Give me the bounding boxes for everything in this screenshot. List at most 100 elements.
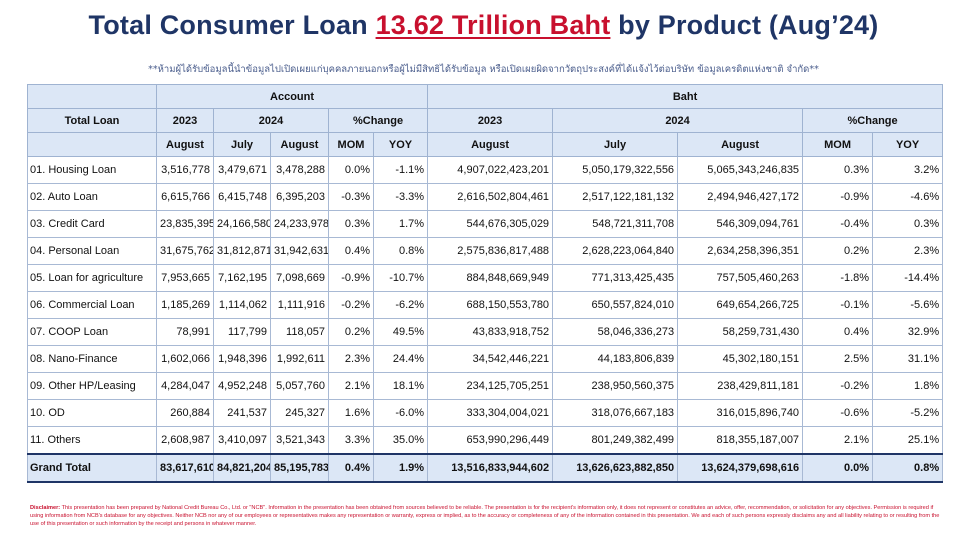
cell-acc-aug24: 7,098,669 <box>270 264 329 292</box>
cell-baht-yoy: -5.2% <box>872 399 944 427</box>
cell-baht-aug23: 13,516,833,944,602 <box>427 453 554 483</box>
table-row: 10. OD 260,884 241,537 245,327 1.6% -6.0% 333,… <box>27 399 944 427</box>
cell-baht-aug24: 757,505,460,263 <box>677 264 804 292</box>
cell-acc-yoy: 24.4% <box>372 345 429 373</box>
cell-acc-mom: 2.1% <box>328 372 374 400</box>
cell-acc-jul24: 7,162,195 <box>213 264 271 292</box>
cell-acc-jul24: 31,812,871 <box>213 237 271 265</box>
cell-name: 01. Housing Loan <box>27 156 157 184</box>
cell-acc-yoy: 49.5% <box>372 318 429 346</box>
cell-baht-jul24: 318,076,667,183 <box>552 399 679 427</box>
cell-baht-yoy: 2.3% <box>872 237 944 265</box>
cell-baht-mom: 0.3% <box>802 156 874 184</box>
cell-baht-aug23: 34,542,446,221 <box>427 345 554 373</box>
cell-baht-aug23: 2,616,502,804,461 <box>427 183 554 211</box>
cell-name: 09. Other HP/Leasing <box>27 372 157 400</box>
cell-baht-mom: -0.2% <box>802 372 874 400</box>
cell-baht-yoy: 32.9% <box>872 318 944 346</box>
header-acc-jul24: July <box>213 132 271 157</box>
header-row-years: Total Loan 2023 2024 %Change 2023 2024 %… <box>27 108 944 133</box>
title-suffix: by Product (Aug’24) <box>610 10 879 40</box>
header-baht-2023: 2023 <box>427 108 554 133</box>
cell-baht-yoy: -5.6% <box>872 291 944 319</box>
cell-baht-aug24: 45,302,180,151 <box>677 345 804 373</box>
cell-acc-jul24: 84,821,204 <box>213 453 271 483</box>
cell-baht-jul24: 548,721,311,708 <box>552 210 679 238</box>
cell-name: Grand Total <box>27 453 157 483</box>
table-row: 04. Personal Loan 31,675,762 31,812,871 31,… <box>27 237 944 265</box>
cell-baht-jul24: 2,628,223,064,840 <box>552 237 679 265</box>
cell-acc-aug24: 85,195,783 <box>270 453 329 483</box>
header-account-2024: 2024 <box>213 108 329 133</box>
cell-acc-aug24: 118,057 <box>270 318 329 346</box>
cell-baht-jul24: 58,046,336,273 <box>552 318 679 346</box>
cell-baht-aug24: 238,429,811,181 <box>677 372 804 400</box>
cell-baht-aug23: 2,575,836,817,488 <box>427 237 554 265</box>
cell-baht-aug23: 234,125,705,251 <box>427 372 554 400</box>
header-acc-yoy: YOY <box>372 132 429 157</box>
table-body: 01. Housing Loan 3,516,778 3,479,671 3,478,… <box>27 156 944 483</box>
cell-acc-mom: -0.9% <box>328 264 374 292</box>
cell-acc-aug24: 1,111,916 <box>270 291 329 319</box>
cell-baht-aug23: 688,150,553,780 <box>427 291 554 319</box>
cell-acc-jul24: 1,948,396 <box>213 345 271 373</box>
table-row: 03. Credit Card 23,835,395 24,166,580 24,23… <box>27 210 944 238</box>
table-row: 11. Others 2,608,987 3,410,097 3,521,343 3.3… <box>27 426 944 455</box>
cell-acc-aug24: 1,992,611 <box>270 345 329 373</box>
cell-acc-aug24: 245,327 <box>270 399 329 427</box>
cell-baht-jul24: 650,557,824,010 <box>552 291 679 319</box>
title-prefix: Total Consumer Loan <box>88 10 376 40</box>
cell-acc-jul24: 24,166,580 <box>213 210 271 238</box>
cell-acc-yoy: -6.2% <box>372 291 429 319</box>
cell-acc-aug24: 6,395,203 <box>270 183 329 211</box>
table-row: 08. Nano-Finance 1,602,066 1,948,396 1,992,… <box>27 345 944 373</box>
cell-baht-mom: 2.1% <box>802 426 874 455</box>
cell-acc-yoy: 0.8% <box>372 237 429 265</box>
cell-baht-aug24: 818,355,187,007 <box>677 426 804 455</box>
cell-baht-yoy: -4.6% <box>872 183 944 211</box>
cell-baht-jul24: 771,313,425,435 <box>552 264 679 292</box>
table-row: 06. Commercial Loan 1,185,269 1,114,062 1,1… <box>27 291 944 319</box>
header-row-groups: Account Baht <box>27 84 944 109</box>
cell-baht-mom: -0.9% <box>802 183 874 211</box>
cell-acc-yoy: -6.0% <box>372 399 429 427</box>
cell-acc-yoy: -10.7% <box>372 264 429 292</box>
header-acc-aug24: August <box>270 132 329 157</box>
table-row: 05. Loan for agriculture 7,953,665 7,162,1… <box>27 264 944 292</box>
cell-baht-mom: 0.2% <box>802 237 874 265</box>
cell-name: 06. Commercial Loan <box>27 291 157 319</box>
cell-baht-jul24: 238,950,560,375 <box>552 372 679 400</box>
cell-acc-aug23: 78,991 <box>156 318 214 346</box>
table-row: 02. Auto Loan 6,615,766 6,415,748 6,395,203… <box>27 183 944 211</box>
confidentiality-note: **ห้ามผู้ได้รับข้อมูลนี้นำข้อมูลไปเปิดเผ… <box>148 64 819 75</box>
cell-acc-aug23: 2,608,987 <box>156 426 214 455</box>
consumer-loan-table: Account Baht Total Loan 2023 2024 %Chang… <box>27 84 944 483</box>
header-row-months: August July August MOM YOY August July A… <box>27 132 944 157</box>
cell-baht-jul24: 2,517,122,181,132 <box>552 183 679 211</box>
cell-acc-yoy: -1.1% <box>372 156 429 184</box>
table-row: 09. Other HP/Leasing 4,284,047 4,952,248 5,… <box>27 372 944 400</box>
cell-acc-jul24: 4,952,248 <box>213 372 271 400</box>
cell-baht-mom: -0.6% <box>802 399 874 427</box>
disclaimer-text: This presentation has been prepared by N… <box>30 505 940 528</box>
cell-baht-aug23: 43,833,918,752 <box>427 318 554 346</box>
cell-acc-aug24: 5,057,760 <box>270 372 329 400</box>
cell-acc-mom: 0.2% <box>328 318 374 346</box>
cell-baht-aug23: 884,848,669,949 <box>427 264 554 292</box>
cell-acc-mom: -0.3% <box>328 183 374 211</box>
cell-baht-yoy: -14.4% <box>872 264 944 292</box>
cell-name: 02. Auto Loan <box>27 183 157 211</box>
cell-baht-jul24: 13,626,623,882,850 <box>552 453 679 483</box>
cell-acc-mom: 0.4% <box>328 453 374 483</box>
header-baht-2024: 2024 <box>552 108 804 133</box>
cell-baht-jul24: 801,249,382,499 <box>552 426 679 455</box>
header-account: Account <box>155 84 429 109</box>
cell-acc-jul24: 3,410,097 <box>213 426 271 455</box>
header-baht-aug23: August <box>427 132 554 157</box>
cell-baht-jul24: 44,183,806,839 <box>552 345 679 373</box>
cell-baht-aug23: 653,990,296,449 <box>427 426 554 455</box>
cell-baht-yoy: 1.8% <box>872 372 944 400</box>
header-account-2023: 2023 <box>156 108 214 133</box>
cell-acc-yoy: 1.9% <box>372 453 429 483</box>
cell-baht-aug24: 2,494,946,427,172 <box>677 183 804 211</box>
